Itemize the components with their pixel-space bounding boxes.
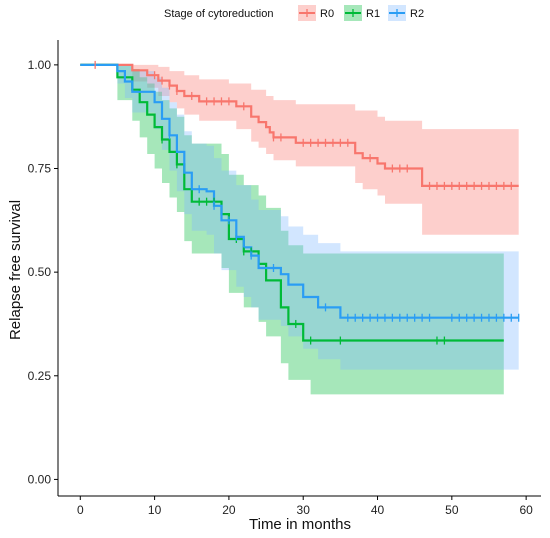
- legend-label: R0: [320, 8, 334, 20]
- confidence-bands: [80, 64, 519, 395]
- legend-label: R1: [366, 8, 380, 20]
- y-tick-label: 0.25: [28, 369, 52, 383]
- legend-entry-r0: R0: [298, 5, 334, 21]
- x-tick-label: 30: [297, 503, 311, 517]
- y-tick-label: 0.00: [28, 472, 52, 486]
- x-tick-label: 50: [445, 503, 459, 517]
- censor-marks: [94, 60, 520, 345]
- legend-entry-r2: R2: [388, 5, 424, 21]
- x-tick-label: 40: [371, 503, 385, 517]
- ci-band-r1: [80, 64, 504, 395]
- x-tick-label: 0: [77, 503, 84, 517]
- y-tick-label: 0.75: [28, 162, 52, 176]
- x-axis-title: Time in months: [249, 516, 351, 533]
- legend-entry-r1: R1: [344, 5, 380, 21]
- legend-title: Stage of cytoreduction: [164, 8, 273, 20]
- curve-r1: [80, 63, 504, 342]
- legend-label: R2: [410, 8, 424, 20]
- x-tick-label: 10: [148, 503, 162, 517]
- y-tick-label: 1.00: [28, 58, 52, 72]
- y-axis-title: Relapse free survival: [7, 200, 24, 340]
- ci-band-r2: [80, 64, 519, 370]
- axes: 0 10 20 30 40 50 60 0.00 0.25 0.50 0.75 1.00: [28, 40, 541, 517]
- x-tick-label: 20: [222, 503, 236, 517]
- x-tick-label: 60: [519, 503, 533, 517]
- legend: Stage of cytoreduction R0 R1 R2: [164, 5, 424, 21]
- y-tick-label: 0.50: [28, 265, 52, 279]
- ci-band-r0: [80, 64, 519, 235]
